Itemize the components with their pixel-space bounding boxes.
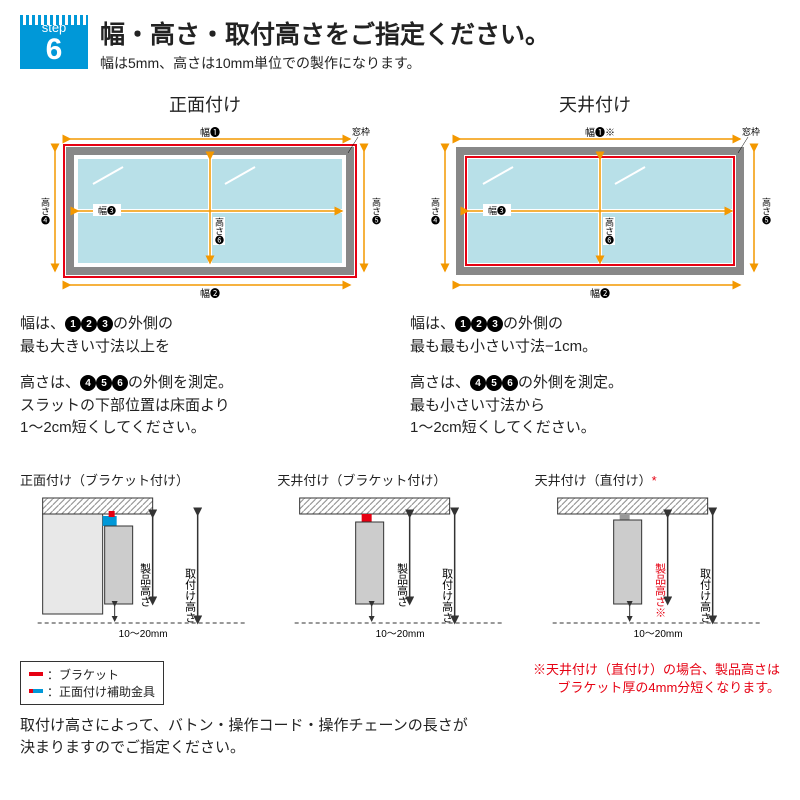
svg-text:取付け高さ: 取付け高さ	[441, 567, 454, 622]
bracket-diagram: 天井付け（ブラケット付け）10〜20mm製品高さ取付け高さ	[277, 470, 522, 653]
svg-text:高さ❻: 高さ❻	[214, 216, 224, 244]
svg-text:幅❸: 幅❸	[488, 205, 506, 216]
svg-text:幅❶: 幅❶	[200, 126, 220, 139]
svg-text:窓枠: 窓枠	[742, 126, 760, 137]
svg-text:幅❷: 幅❷	[590, 287, 610, 298]
window-diagram-left: 幅❶ 幅❷ 幅❸ 高さ❹ 高さ❺ 高さ❻ 窓枠	[20, 123, 390, 298]
desc-right: 幅は、123の外側の 最も最も小さい寸法−1cm。 高さは、456の外側を測定。…	[410, 313, 780, 440]
desc-left: 幅は、123の外側の 最も大きい寸法以上を 高さは、456の外側を測定。 スラッ…	[20, 313, 390, 440]
svg-text:窓枠: 窓枠	[352, 126, 370, 137]
svg-text:製品高さ※: 製品高さ※	[653, 561, 666, 617]
legend: ：ブラケット ：正面付け補助金具	[20, 661, 164, 705]
column-right: 天井付け 幅❶※ 幅❷ 幅❸ 高さ❹ 高さ❺ 高さ❻ 窓枠 幅は、123の外側の 最も最も小…	[410, 91, 780, 454]
svg-text:10〜20mm: 10〜20mm	[376, 629, 425, 640]
svg-text:10〜20mm: 10〜20mm	[633, 629, 682, 640]
legend-swatch-red	[29, 672, 43, 676]
footer-text: 取付け高さによって、バトン・操作コード・操作チェーンの長さが 決まりますのでご指…	[20, 715, 780, 760]
svg-text:高さ❺: 高さ❺	[761, 196, 771, 224]
page-subtitle: 幅は5mm、高さは10mm単位での製作になります。	[100, 53, 780, 73]
svg-text:高さ❹: 高さ❹	[40, 196, 50, 224]
svg-text:取付け高さ: 取付け高さ	[698, 567, 711, 622]
col-title-right: 天井付け	[410, 91, 780, 117]
header: step 6 幅・高さ・取付高さをご指定ください。 幅は5mm、高さは10mm単…	[20, 15, 780, 73]
svg-text:幅❷: 幅❷	[200, 287, 220, 298]
svg-text:高さ❺: 高さ❺	[371, 196, 381, 224]
note-red: ※天井付け（直付け）の場合、製品高さは ブラケット厚の4mm分短くなります。	[533, 661, 780, 697]
legend-swatch-blue	[29, 689, 43, 693]
svg-text:高さ❻: 高さ❻	[604, 216, 614, 244]
header-text: 幅・高さ・取付高さをご指定ください。 幅は5mm、高さは10mm単位での製作にな…	[100, 15, 780, 73]
window-diagram-right: 幅❶※ 幅❷ 幅❸ 高さ❹ 高さ❺ 高さ❻ 窓枠	[410, 123, 780, 298]
column-left: 正面付け 幅❶ 幅❷ 幅❸ 高さ❹ 高さ❺ 高さ❻ 窓枠 幅は、123の外側の 最も大きい寸…	[20, 91, 390, 454]
svg-text:高さ❹: 高さ❹	[430, 196, 440, 224]
columns: 正面付け 幅❶ 幅❷ 幅❸ 高さ❹ 高さ❺ 高さ❻ 窓枠 幅は、123の外側の 最も大きい寸…	[20, 91, 780, 454]
svg-text:取付け高さ: 取付け高さ	[184, 567, 197, 622]
col-title-left: 正面付け	[20, 91, 390, 117]
svg-text:幅❶※: 幅❶※	[585, 126, 615, 139]
step-badge: step 6	[20, 15, 88, 69]
bracket-row: 正面付け（ブラケット付け）10〜20mm製品高さ取付け高さ天井付け（ブラケット付…	[20, 470, 780, 653]
svg-text:製品高さ: 製品高さ	[139, 561, 152, 606]
bottom-row: ：ブラケット ：正面付け補助金具 ※天井付け（直付け）の場合、製品高さは ブラケ…	[20, 661, 780, 705]
page-title: 幅・高さ・取付高さをご指定ください。	[100, 15, 780, 51]
svg-text:製品高さ: 製品高さ	[396, 561, 409, 606]
svg-text:10〜20mm: 10〜20mm	[119, 629, 168, 640]
svg-text:幅❸: 幅❸	[98, 205, 116, 216]
bracket-diagram: 正面付け（ブラケット付け）10〜20mm製品高さ取付け高さ	[20, 470, 265, 653]
bracket-diagram: 天井付け（直付け）*10〜20mm製品高さ※取付け高さ	[535, 470, 780, 653]
step-number: 6	[46, 35, 63, 65]
